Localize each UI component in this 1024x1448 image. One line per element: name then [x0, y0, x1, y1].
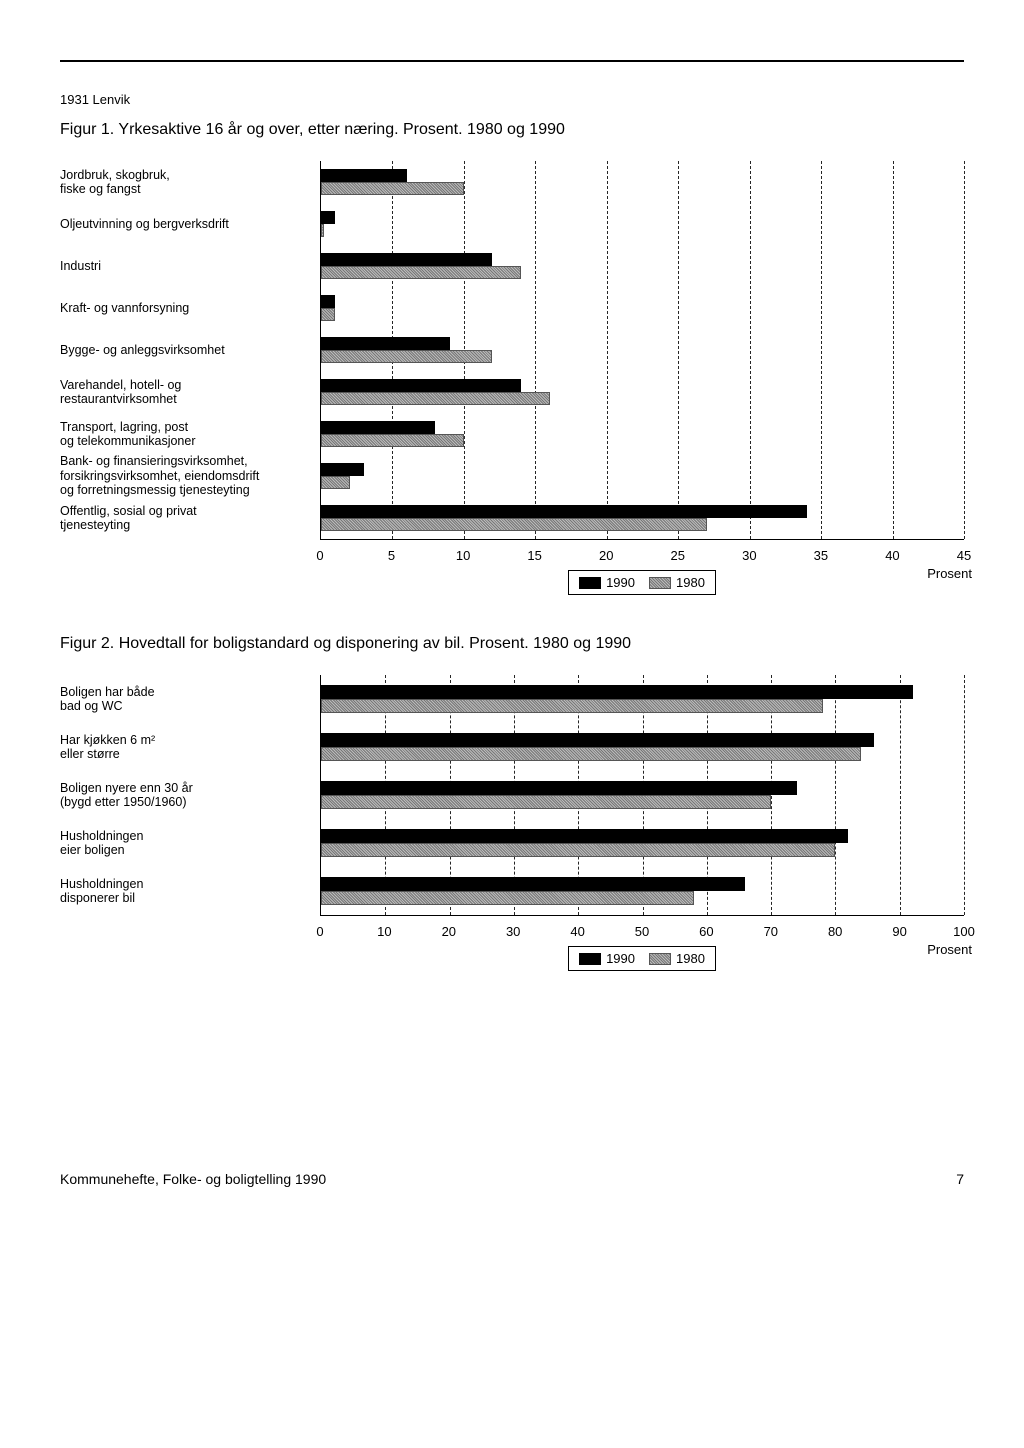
figure2-chart: Boligen har både bad og WCHar kjøkken 6 …: [60, 675, 964, 916]
bar-1980: [321, 843, 835, 857]
bar-1990: [321, 295, 335, 308]
bar-1990: [321, 505, 807, 518]
bar-1990: [321, 379, 521, 392]
category-label: Boligen har både bad og WC: [60, 675, 320, 723]
bar-1990: [321, 463, 364, 476]
bar-1980: [321, 224, 324, 237]
figure1-caption: Figur 1. Yrkesaktive 16 år og over, ette…: [60, 121, 964, 139]
bar-1980: [321, 392, 550, 405]
x-tick: 20: [442, 924, 456, 939]
footer-left: Kommunehefte, Folke- og boligtelling 199…: [60, 1171, 326, 1187]
bar-1990: [321, 781, 797, 795]
legend-1990: 1990: [606, 951, 635, 966]
category-label: Jordbruk, skogbruk, fiske og fangst: [60, 161, 320, 203]
category-label: Oljeutvinning og bergverksdrift: [60, 203, 320, 245]
bar-1990: [321, 421, 435, 434]
category-label: Boligen nyere enn 30 år (bygd etter 1950…: [60, 771, 320, 819]
x-tick: 15: [527, 548, 541, 563]
figure2-legend: 1990 1980: [568, 946, 716, 971]
bar-1980: [321, 434, 464, 447]
category-label: Industri: [60, 245, 320, 287]
page-number: 7: [956, 1171, 964, 1187]
x-tick: 0: [316, 548, 323, 563]
x-tick: 10: [456, 548, 470, 563]
x-tick: 20: [599, 548, 613, 563]
bar-1980: [321, 476, 350, 489]
x-tick: 50: [635, 924, 649, 939]
bar-1980: [321, 518, 707, 531]
bar-1980: [321, 350, 492, 363]
bar-1990: [321, 337, 450, 350]
category-label: Offentlig, sosial og privat tjenesteytin…: [60, 497, 320, 539]
bar-1980: [321, 795, 771, 809]
x-tick: 5: [388, 548, 395, 563]
category-label: Har kjøkken 6 m² eller større: [60, 723, 320, 771]
category-label: Bygge- og anleggsvirksomhet: [60, 329, 320, 371]
bar-1980: [321, 699, 823, 713]
category-label: Husholdningen eier boligen: [60, 819, 320, 867]
category-label: Transport, lagring, post og telekommunik…: [60, 413, 320, 455]
bar-1990: [321, 685, 913, 699]
legend-1980: 1980: [676, 951, 705, 966]
figure1-legend: 1990 1980: [568, 570, 716, 595]
figure1-axis-unit: Prosent: [927, 566, 972, 581]
bar-1990: [321, 169, 407, 182]
x-tick: 70: [764, 924, 778, 939]
legend-1990: 1990: [606, 575, 635, 590]
x-tick: 60: [699, 924, 713, 939]
x-tick: 25: [671, 548, 685, 563]
category-label: Varehandel, hotell- og restaurantvirksom…: [60, 371, 320, 413]
bar-1990: [321, 829, 848, 843]
figure2-caption: Figur 2. Hovedtall for boligstandard og …: [60, 635, 964, 653]
figure1-chart: Jordbruk, skogbruk, fiske og fangstOljeu…: [60, 161, 964, 540]
bar-1980: [321, 308, 335, 321]
x-tick: 45: [957, 548, 971, 563]
legend-1980: 1980: [676, 575, 705, 590]
x-tick: 40: [570, 924, 584, 939]
x-tick: 90: [892, 924, 906, 939]
bar-1990: [321, 877, 745, 891]
header-label: 1931 Lenvik: [60, 92, 964, 107]
x-tick: 10: [377, 924, 391, 939]
x-tick: 80: [828, 924, 842, 939]
bar-1990: [321, 211, 335, 224]
category-label: Kraft- og vannforsyning: [60, 287, 320, 329]
x-tick: 30: [742, 548, 756, 563]
bar-1980: [321, 747, 861, 761]
x-tick: 0: [316, 924, 323, 939]
x-tick: 40: [885, 548, 899, 563]
x-tick: 30: [506, 924, 520, 939]
category-label: Bank- og finansieringsvirksomhet, forsik…: [60, 455, 320, 497]
bar-1990: [321, 733, 874, 747]
x-tick: 35: [814, 548, 828, 563]
bar-1980: [321, 891, 694, 905]
x-tick: 100: [953, 924, 975, 939]
category-label: Husholdningen disponerer bil: [60, 867, 320, 915]
bar-1990: [321, 253, 492, 266]
bar-1980: [321, 266, 521, 279]
bar-1980: [321, 182, 464, 195]
figure2-axis-unit: Prosent: [927, 942, 972, 957]
